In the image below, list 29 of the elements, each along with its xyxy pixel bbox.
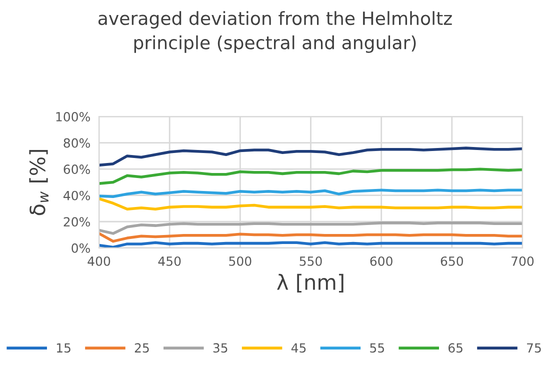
legend-label: 55: [370, 343, 384, 353]
y-tick-label: 20%: [64, 217, 90, 227]
y-axis-title: δ$_{w}$ [%]: [29, 150, 48, 216]
legend-label: 25: [134, 343, 149, 353]
legend-label: 35: [213, 343, 228, 353]
y-tick-label: 60%: [64, 164, 90, 174]
y-tick-label: 100%: [56, 112, 90, 122]
x-axis-title: λ [nm]: [277, 274, 344, 292]
x-tick-label: 400: [88, 256, 110, 266]
legend-label: 65: [448, 343, 462, 353]
legend-label: 45: [291, 343, 306, 353]
line-series: [99, 168, 522, 185]
line-series: [99, 232, 522, 243]
chart-title: averaged deviation from the Helmholtz principle (spectral and angular): [98, 11, 452, 53]
line-series: [99, 146, 522, 167]
y-tick-label: 0%: [72, 243, 90, 253]
x-tick-label: 500: [229, 256, 252, 266]
x-tick-label: 550: [300, 256, 322, 266]
legend-label: 15: [56, 343, 70, 353]
x-tick-label: 600: [370, 256, 392, 266]
line-series: [99, 222, 522, 235]
y-tick-label: 80%: [64, 138, 90, 148]
line-series: [99, 197, 522, 211]
x-tick-label: 700: [512, 256, 534, 266]
y-tick-label: 40%: [63, 190, 90, 200]
x-tick-label: 450: [158, 256, 181, 266]
x-tick-label: 650: [440, 256, 464, 266]
line-series: [99, 188, 522, 198]
legend-label: 75: [527, 343, 541, 353]
